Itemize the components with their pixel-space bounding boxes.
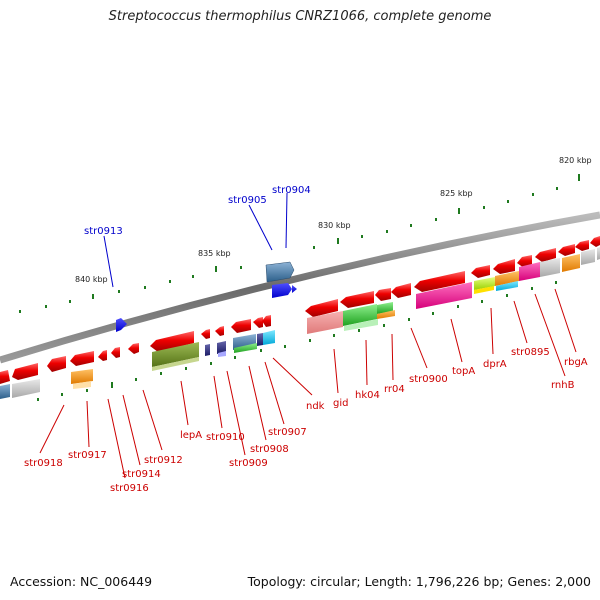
gene-label-str0918: str0918	[24, 458, 63, 469]
gene-label-str0900: str0900	[409, 374, 448, 385]
scale-label-825: 825 kbp	[440, 189, 473, 198]
gene-label-rr04: rr04	[384, 384, 405, 395]
gene-label-topA: topA	[452, 366, 475, 377]
gene-label-str0917: str0917	[68, 450, 107, 461]
gene-label-gid: gid	[333, 398, 348, 409]
genome-backbone	[0, 211, 600, 364]
gene-label-hk04: hk04	[355, 390, 380, 401]
gene-label-str0904: str0904	[272, 185, 311, 196]
forward-genes	[116, 261, 297, 332]
gene-label-lepA: lepA	[180, 430, 202, 441]
scale-label-830: 830 kbp	[318, 221, 351, 230]
gene-label-str0914: str0914	[122, 469, 161, 480]
reverse-genes-row2	[0, 247, 600, 399]
bottom-leaders	[39, 288, 577, 479]
gene-label-str0907: str0907	[268, 427, 307, 438]
gene-label-ndk: ndk	[306, 401, 325, 412]
gene-label-str0908: str0908	[250, 444, 289, 455]
top-leaders	[103, 192, 288, 288]
reverse-genes-row1	[0, 236, 600, 384]
gene-label-str0916: str0916	[110, 483, 149, 494]
gene-label-rbgA: rbgA	[564, 357, 588, 368]
map-title: Streptococcus thermophilus CNRZ1066, com…	[108, 9, 492, 24]
gene-label-rnhB: rnhB	[551, 380, 575, 391]
gene-label-dprA: dprA	[483, 359, 507, 370]
gene-label-str0910: str0910	[206, 432, 245, 443]
scale-ticks	[19, 174, 580, 401]
gene-label-str0895: str0895	[511, 347, 550, 358]
gene-label-str0909: str0909	[229, 458, 268, 469]
topology-label: Topology: circular; Length: 1,796,226 bp…	[247, 574, 591, 589]
scale-label-820: 820 kbp	[559, 156, 592, 165]
accession-label: Accession: NC_006449	[10, 574, 153, 589]
gene-label-str0912: str0912	[144, 455, 183, 466]
scale-label-840: 840 kbp	[75, 275, 108, 284]
gene-label-str0905: str0905	[228, 195, 267, 206]
gene-label-str0913: str0913	[84, 226, 123, 237]
scale-label-835: 835 kbp	[198, 249, 231, 258]
